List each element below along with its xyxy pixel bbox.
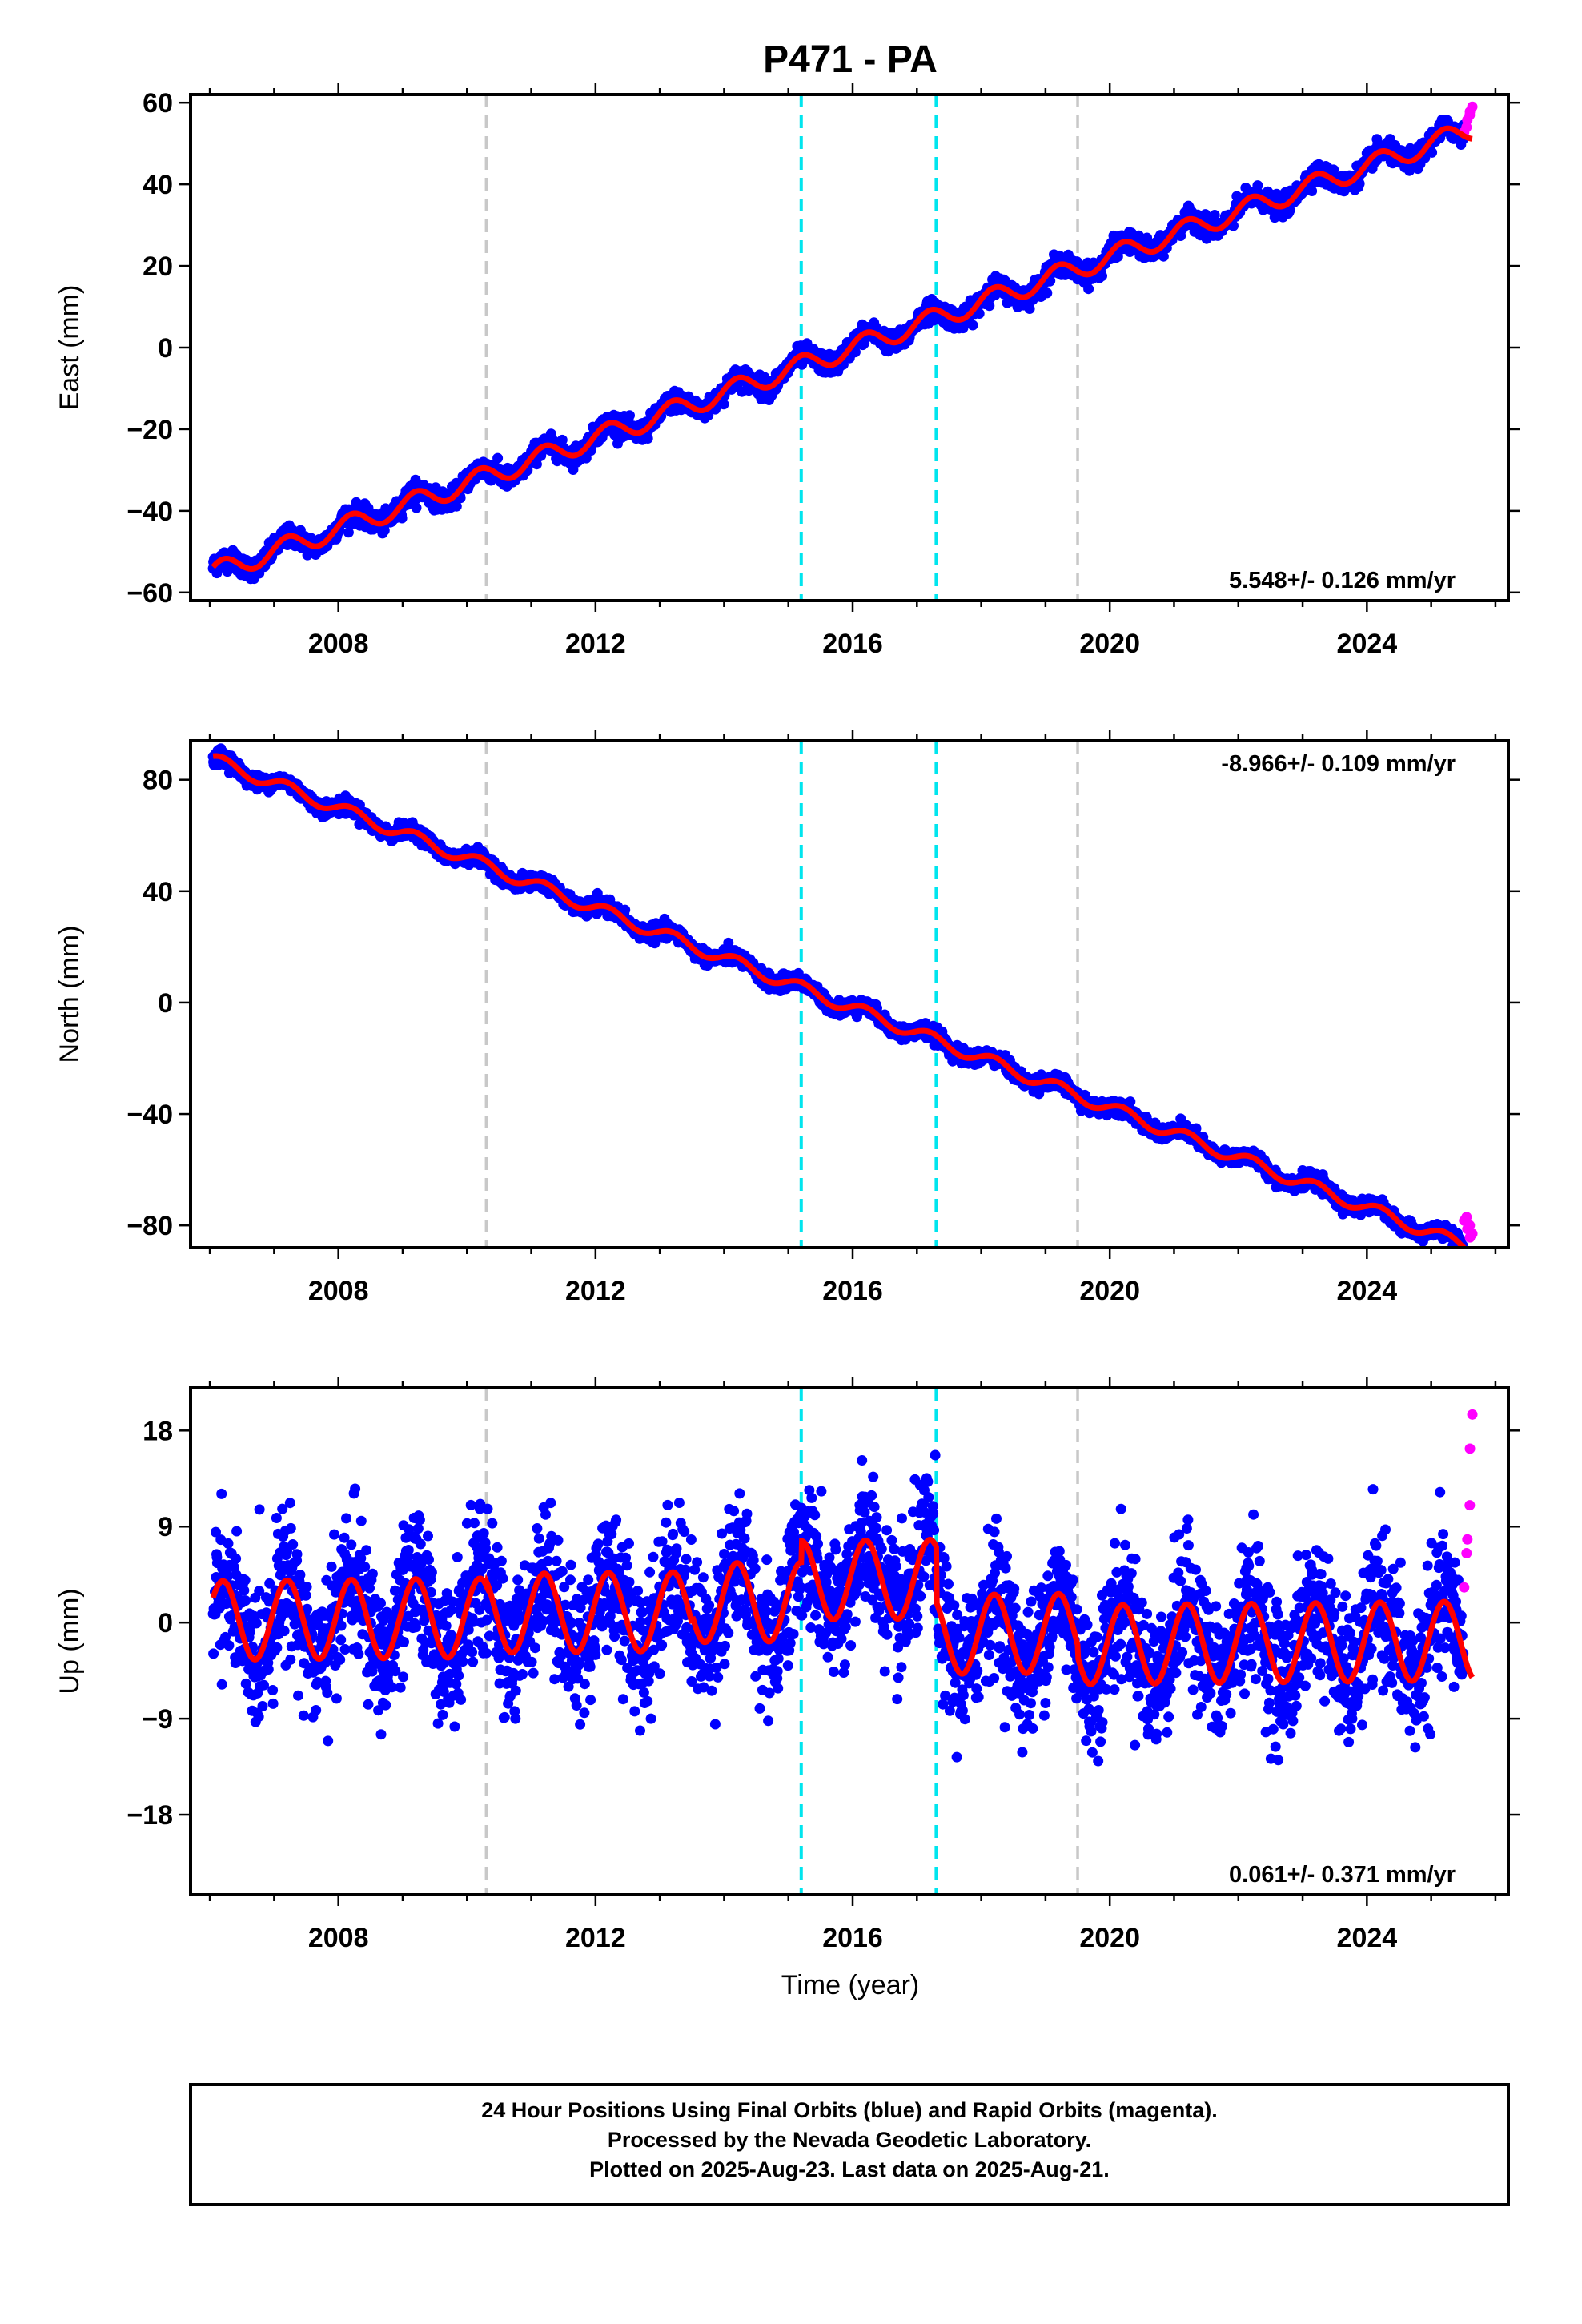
y-tick-label: 60 — [143, 88, 173, 119]
rapid-data-point — [1464, 106, 1476, 117]
data-point — [849, 347, 861, 358]
y-tick-label: 40 — [143, 170, 173, 200]
y-axis-label: East (mm) — [54, 285, 85, 411]
data-point — [967, 320, 978, 331]
panel-east: 2008 2012 2016 2020 2024 −60 −40 −20 0 20 40 60 East… — [54, 83, 1520, 659]
x-tick-label: 2024 — [1337, 629, 1398, 659]
data-point — [492, 452, 504, 464]
data-point — [1042, 287, 1053, 299]
data-point — [1024, 304, 1035, 314]
data-point — [1083, 283, 1094, 295]
data-point — [984, 300, 995, 312]
x-tick-label: 2012 — [565, 629, 626, 659]
y-tick-label: −20 — [126, 415, 173, 445]
data-point — [556, 434, 568, 445]
data-point — [642, 433, 653, 444]
data-point — [343, 527, 354, 538]
data-point — [1097, 271, 1107, 282]
data-point — [451, 501, 462, 512]
data-point — [1307, 186, 1318, 196]
chart-title: P471 - PA — [763, 38, 938, 81]
x-tick-label: 2008 — [308, 629, 369, 659]
data-point — [718, 399, 729, 410]
data-point — [411, 502, 422, 513]
data-point — [396, 513, 408, 524]
y-tick-label: 0 — [158, 333, 173, 364]
y-tick-label: −60 — [126, 578, 173, 609]
rate-label: 5.548+/- 0.126 mm/yr — [1229, 568, 1456, 593]
y-tick-label: −40 — [126, 497, 173, 527]
data-point — [624, 410, 635, 421]
y-tick-label: 20 — [143, 251, 173, 282]
x-tick-label: 2020 — [1079, 629, 1140, 659]
plot-area — [207, 741, 1478, 1248]
plot-area — [207, 94, 1478, 601]
x-tick-label: 2016 — [822, 629, 883, 659]
data-point — [974, 308, 985, 319]
